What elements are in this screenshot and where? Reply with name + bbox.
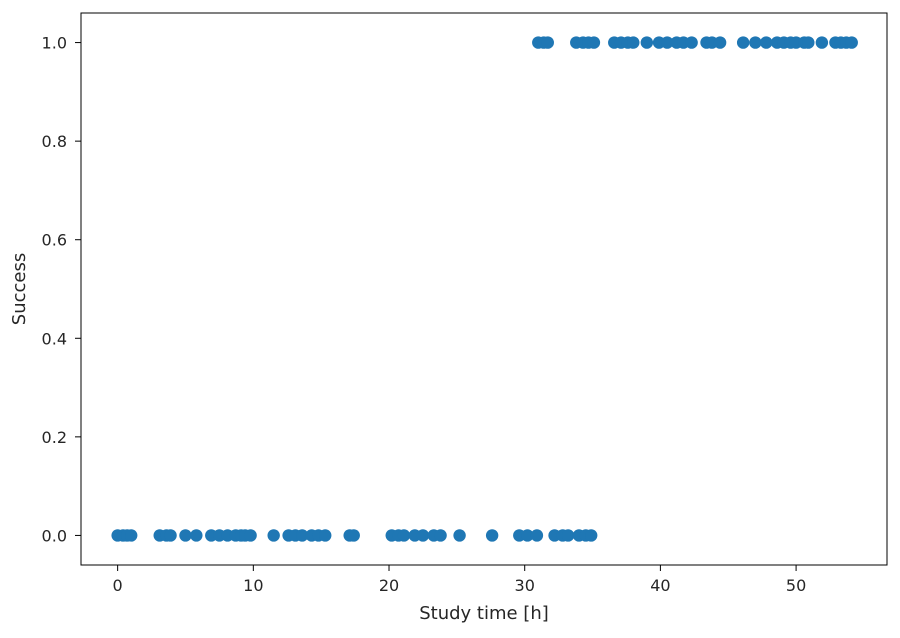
- scatter-point: [347, 529, 360, 542]
- scatter-point: [179, 529, 192, 542]
- scatter-point: [416, 529, 430, 542]
- scatter-point: [397, 529, 411, 542]
- scatter-point: [190, 529, 203, 542]
- scatter-point: [453, 529, 466, 542]
- scatter-point: [319, 529, 332, 542]
- scatter-point: [485, 529, 499, 542]
- scatter-point: [164, 529, 177, 542]
- scatter-point: [713, 36, 727, 49]
- scatter-point: [587, 36, 601, 49]
- scatter-point: [561, 529, 575, 542]
- scatter-point: [244, 529, 257, 542]
- y-tick-label: 1.0: [42, 34, 67, 53]
- x-axis-label: Study time [h]: [419, 603, 549, 624]
- y-axis-ticks: 0.0 0.2 0.4 0.6 0.8 1.0: [42, 34, 81, 545]
- y-tick-label: 0.2: [42, 428, 67, 447]
- x-tick-label: 40: [650, 576, 670, 595]
- y-axis-label: Success: [9, 253, 30, 325]
- scatter-point: [845, 36, 858, 49]
- scatter-point: [627, 36, 640, 49]
- scatter-points: [111, 36, 858, 542]
- y-tick-label: 0.8: [42, 132, 67, 151]
- scatter-point: [736, 36, 750, 49]
- scatter-point: [660, 36, 674, 49]
- scatter-point: [640, 36, 654, 49]
- x-tick-label: 30: [515, 576, 535, 595]
- axes-frame: [80, 12, 888, 566]
- y-tick-label: 0.6: [42, 231, 67, 250]
- scatter-point: [585, 529, 598, 542]
- scatter-point: [802, 36, 815, 49]
- x-tick-label: 50: [786, 576, 806, 595]
- scatter-point: [295, 529, 309, 542]
- x-axis-ticks: 0 10 20 30 40 50: [113, 565, 806, 595]
- scatter-point: [267, 529, 280, 542]
- y-tick-label: 0.0: [42, 526, 67, 545]
- scatter-point: [815, 36, 829, 49]
- scatter-point: [541, 36, 554, 49]
- x-tick-label: 0: [113, 576, 123, 595]
- scatter-point: [521, 529, 534, 542]
- x-tick-label: 10: [243, 576, 263, 595]
- scatter-point: [434, 529, 447, 542]
- scatter-point: [685, 36, 698, 49]
- scatter-point: [760, 36, 773, 49]
- y-tick-label: 0.4: [42, 329, 67, 348]
- scatter-point: [749, 36, 762, 49]
- scatter-point: [530, 529, 544, 542]
- scatter-point: [125, 529, 138, 542]
- x-tick-label: 20: [379, 576, 399, 595]
